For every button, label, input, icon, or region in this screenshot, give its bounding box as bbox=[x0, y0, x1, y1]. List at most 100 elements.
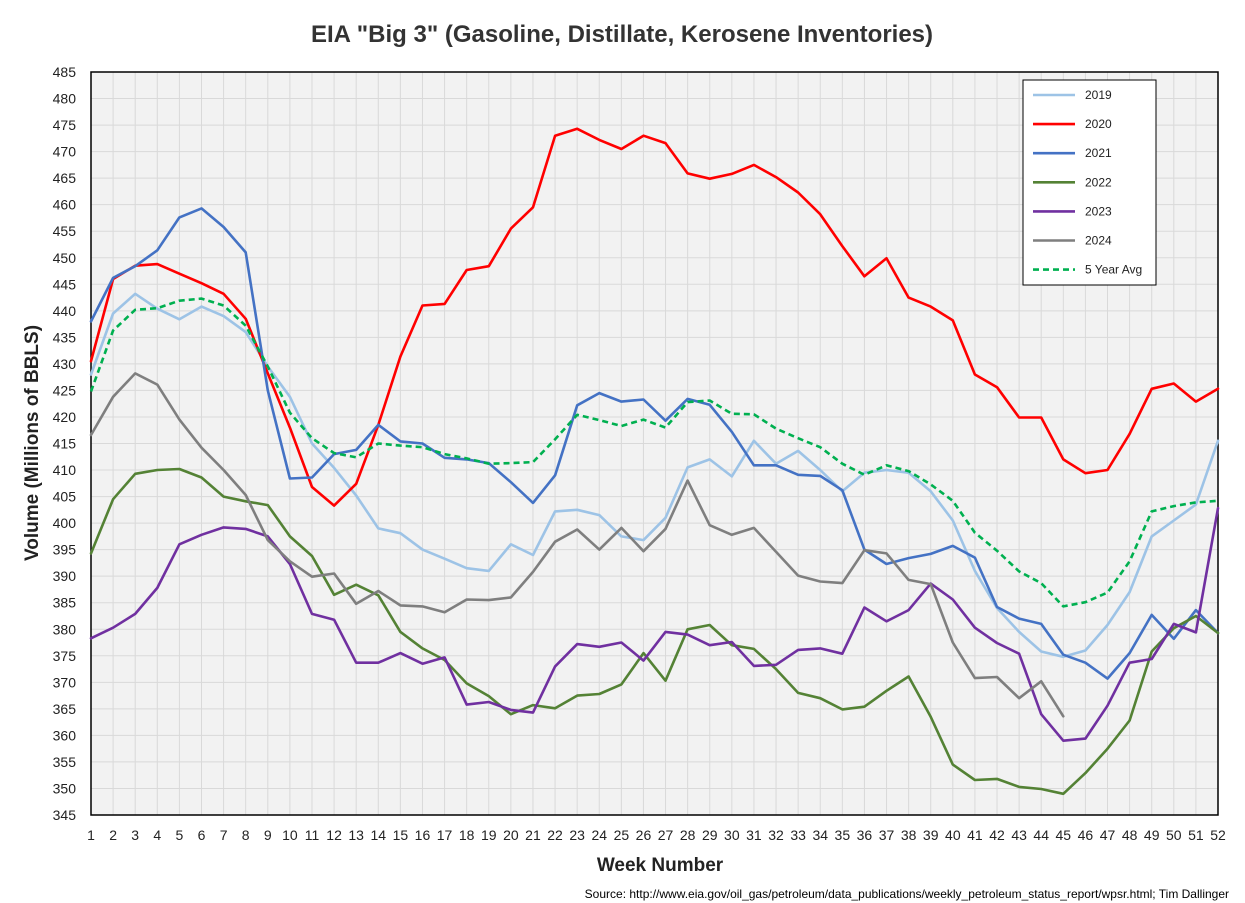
x-tick-label: 8 bbox=[242, 827, 250, 843]
x-tick-label: 38 bbox=[901, 827, 917, 843]
series-line-2019 bbox=[89, 292, 1220, 659]
series-line-2022 bbox=[89, 467, 1220, 796]
x-tick-label: 36 bbox=[857, 827, 873, 843]
y-tick-label: 455 bbox=[53, 223, 77, 239]
legend-label-5-year-avg: 5 Year Avg bbox=[1085, 263, 1142, 277]
x-tick-label: 15 bbox=[393, 827, 409, 843]
x-tick-label: 35 bbox=[835, 827, 851, 843]
y-tick-label: 380 bbox=[53, 621, 77, 637]
y-tick-label: 445 bbox=[53, 276, 77, 292]
y-tick-label: 420 bbox=[53, 409, 77, 425]
y-tick-label: 395 bbox=[53, 542, 77, 558]
series-line-2020 bbox=[89, 127, 1220, 507]
y-tick-label: 390 bbox=[53, 568, 77, 584]
x-tick-label: 40 bbox=[945, 827, 961, 843]
y-tick-label: 410 bbox=[53, 462, 77, 478]
legend-label-2021: 2021 bbox=[1085, 146, 1112, 160]
legend-label-2019: 2019 bbox=[1085, 88, 1112, 102]
x-tick-label: 42 bbox=[989, 827, 1005, 843]
x-tick-label: 44 bbox=[1033, 827, 1049, 843]
legend: 2019 2020 2021 2022 2023 2024 5 Year Avg bbox=[1022, 79, 1157, 286]
y-tick-label: 465 bbox=[53, 170, 77, 186]
series-line-2024 bbox=[89, 372, 1065, 718]
x-axis: 1 2 3 4 5 6 7 8 9 10 11 12 13 14 15 16 17 18 19 20 21 22 23 24 2… bbox=[87, 827, 1226, 843]
y-tick-label: 365 bbox=[53, 701, 77, 717]
x-tick-label: 24 bbox=[591, 827, 607, 843]
x-tick-label: 21 bbox=[525, 827, 541, 843]
legend-label-2020: 2020 bbox=[1085, 117, 1112, 131]
x-tick-label: 26 bbox=[636, 827, 652, 843]
x-tick-label: 19 bbox=[481, 827, 497, 843]
y-tick-label: 355 bbox=[53, 754, 77, 770]
y-tick-label: 405 bbox=[53, 489, 77, 505]
x-tick-label: 3 bbox=[131, 827, 139, 843]
x-tick-label: 14 bbox=[370, 827, 386, 843]
x-tick-label: 47 bbox=[1100, 827, 1116, 843]
y-tick-label: 350 bbox=[53, 780, 77, 796]
x-tick-label: 30 bbox=[724, 827, 740, 843]
x-tick-label: 7 bbox=[220, 827, 228, 843]
x-tick-label: 23 bbox=[569, 827, 585, 843]
legend-label-2023: 2023 bbox=[1085, 204, 1112, 218]
y-tick-label: 370 bbox=[53, 674, 77, 690]
y-tick-label: 475 bbox=[53, 117, 77, 133]
x-tick-label: 48 bbox=[1122, 827, 1138, 843]
x-tick-label: 2 bbox=[109, 827, 117, 843]
x-tick-label: 13 bbox=[348, 827, 364, 843]
y-tick-label: 425 bbox=[53, 382, 77, 398]
x-tick-label: 12 bbox=[326, 827, 342, 843]
x-tick-label: 16 bbox=[415, 827, 431, 843]
y-tick-label: 375 bbox=[53, 648, 77, 664]
x-tick-label: 22 bbox=[547, 827, 563, 843]
y-axis: 345 350 355 360 365 370 375 380 385 390 395 400 405 4… bbox=[53, 64, 77, 823]
y-tick-label: 345 bbox=[53, 807, 77, 823]
x-tick-label: 17 bbox=[437, 827, 453, 843]
x-tick-label: 11 bbox=[305, 827, 320, 843]
y-tick-label: 470 bbox=[53, 144, 77, 160]
x-tick-label: 6 bbox=[198, 827, 206, 843]
x-tick-label: 10 bbox=[282, 827, 298, 843]
chart-title: EIA "Big 3" (Gasoline, Distillate, Keros… bbox=[311, 21, 933, 48]
x-tick-label: 25 bbox=[614, 827, 630, 843]
gridlines bbox=[90, 71, 1219, 816]
source-note: Source: http://www.eia.gov/oil_gas/petro… bbox=[585, 887, 1229, 901]
y-tick-label: 480 bbox=[53, 91, 77, 107]
x-tick-label: 34 bbox=[812, 827, 828, 843]
x-tick-label: 39 bbox=[923, 827, 939, 843]
y-tick-label: 400 bbox=[53, 515, 77, 531]
x-tick-label: 18 bbox=[459, 827, 475, 843]
x-axis-title: Week Number bbox=[597, 855, 724, 876]
x-tick-label: 45 bbox=[1056, 827, 1072, 843]
y-axis-title: Volume (Millions of BBLS) bbox=[22, 325, 43, 561]
y-tick-label: 415 bbox=[53, 436, 77, 452]
y-tick-label: 435 bbox=[53, 329, 77, 345]
y-tick-label: 440 bbox=[53, 303, 77, 319]
x-tick-label: 41 bbox=[967, 827, 983, 843]
x-tick-label: 43 bbox=[1011, 827, 1027, 843]
x-tick-label: 31 bbox=[746, 827, 762, 843]
x-tick-label: 9 bbox=[264, 827, 272, 843]
x-tick-label: 1 bbox=[87, 827, 95, 843]
y-tick-label: 450 bbox=[53, 250, 77, 266]
x-tick-label: 32 bbox=[768, 827, 784, 843]
x-tick-label: 51 bbox=[1188, 827, 1204, 843]
y-tick-label: 430 bbox=[53, 356, 77, 372]
x-tick-label: 52 bbox=[1210, 827, 1226, 843]
x-tick-label: 46 bbox=[1078, 827, 1094, 843]
x-tick-label: 29 bbox=[702, 827, 718, 843]
y-tick-label: 360 bbox=[53, 727, 77, 743]
x-tick-label: 5 bbox=[175, 827, 183, 843]
x-tick-label: 4 bbox=[153, 827, 161, 843]
x-tick-label: 49 bbox=[1144, 827, 1160, 843]
series-line-5-year-avg bbox=[89, 297, 1219, 608]
y-tick-label: 485 bbox=[53, 64, 77, 80]
y-tick-label: 460 bbox=[53, 197, 77, 213]
series-layer bbox=[89, 127, 1220, 796]
legend-label-2024: 2024 bbox=[1085, 234, 1112, 248]
x-tick-label: 28 bbox=[680, 827, 696, 843]
x-tick-label: 27 bbox=[658, 827, 674, 843]
y-tick-label: 385 bbox=[53, 595, 77, 611]
x-tick-label: 50 bbox=[1166, 827, 1182, 843]
